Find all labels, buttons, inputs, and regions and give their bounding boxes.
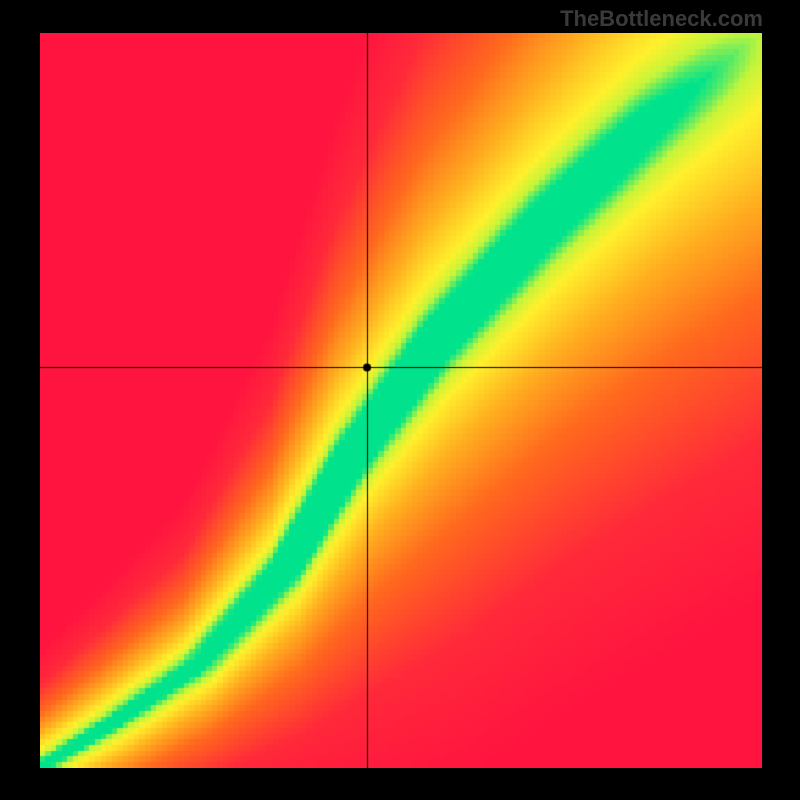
watermark-text: TheBottleneck.com <box>560 6 763 32</box>
chart-stage: { "canvas": { "width": 800, "height": 80… <box>0 0 800 800</box>
crosshair-overlay <box>40 33 762 768</box>
